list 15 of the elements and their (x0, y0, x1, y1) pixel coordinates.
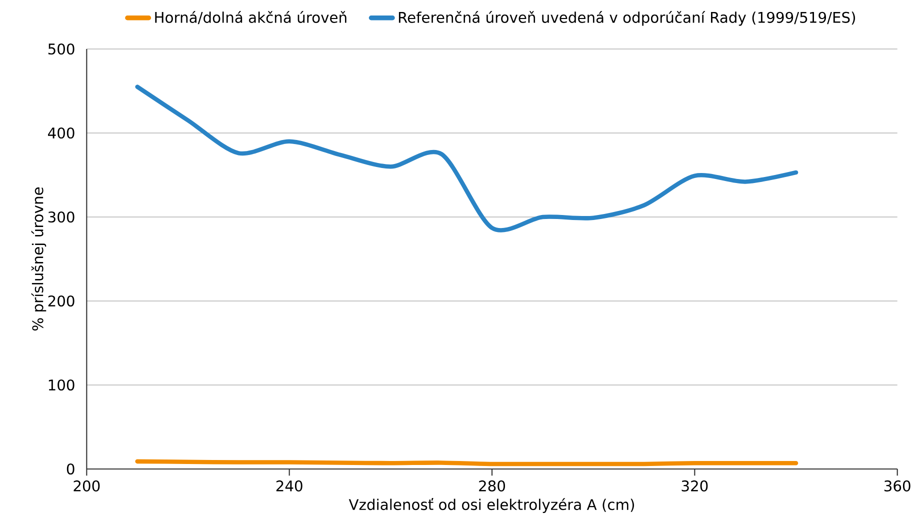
y-tick-label: 300 (48, 211, 74, 223)
y-tick-label: 100 (48, 379, 74, 391)
legend-label: Referenčná úroveň uvedená v odporúčaní Rady (1999/519/ES) (398, 11, 856, 26)
legend-label: Horná/dolná akčná úroveň (155, 11, 346, 24)
x-tick-label: 200 (74, 480, 100, 492)
y-tick-label: 200 (48, 295, 74, 307)
y-tick-label: 0 (66, 463, 74, 475)
x-tick-label: 240 (276, 480, 302, 492)
x-tick-label: 280 (479, 480, 506, 492)
y-axis-title: % príslušnej úrovne (31, 187, 46, 331)
x-tick-label: 360 (884, 480, 910, 492)
x-tick-label: 320 (682, 480, 708, 492)
y-tick-label: 500 (48, 43, 74, 55)
x-axis-title: Vzdialenosť od osi elektrolyzéra A (cm) (348, 498, 634, 513)
y-tick-label: 400 (48, 127, 74, 139)
